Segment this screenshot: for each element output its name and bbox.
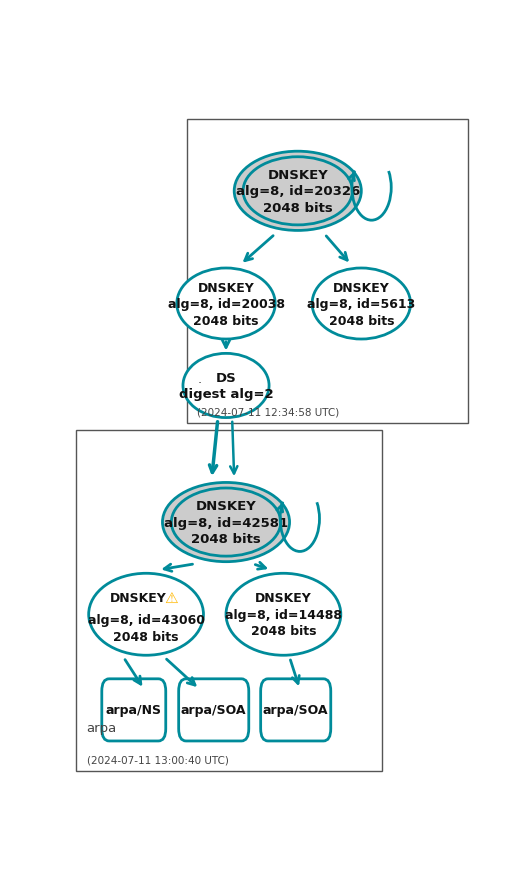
Ellipse shape: [312, 268, 411, 339]
Text: arpa/SOA: arpa/SOA: [181, 703, 247, 717]
Text: DNSKEY
alg=8, id=5613
2048 bits: DNSKEY alg=8, id=5613 2048 bits: [307, 281, 415, 327]
Text: (2024-07-11 13:00:40 UTC): (2024-07-11 13:00:40 UTC): [87, 755, 229, 765]
Ellipse shape: [183, 354, 269, 418]
Text: DNSKEY
alg=8, id=20038
2048 bits: DNSKEY alg=8, id=20038 2048 bits: [168, 281, 285, 327]
Ellipse shape: [234, 152, 361, 231]
FancyBboxPatch shape: [261, 679, 331, 741]
Text: ⚠: ⚠: [165, 590, 178, 605]
FancyBboxPatch shape: [187, 120, 468, 424]
FancyBboxPatch shape: [76, 431, 382, 772]
Text: (2024-07-11 12:34:58 UTC): (2024-07-11 12:34:58 UTC): [197, 407, 340, 416]
Text: DNSKEY
alg=8, id=20326
2048 bits: DNSKEY alg=8, id=20326 2048 bits: [235, 168, 360, 214]
Text: 2048 bits: 2048 bits: [113, 631, 179, 643]
Text: arpa: arpa: [87, 721, 117, 734]
Text: .: .: [197, 373, 202, 386]
Ellipse shape: [89, 573, 204, 656]
Text: DNSKEY: DNSKEY: [110, 591, 166, 604]
Text: arpa/NS: arpa/NS: [106, 703, 162, 717]
Text: DS
digest alg=2: DS digest alg=2: [179, 371, 273, 400]
Text: DNSKEY
alg=8, id=42581
2048 bits: DNSKEY alg=8, id=42581 2048 bits: [164, 500, 288, 546]
Text: arpa/SOA: arpa/SOA: [263, 703, 329, 717]
FancyBboxPatch shape: [179, 679, 249, 741]
Ellipse shape: [162, 483, 289, 562]
Ellipse shape: [177, 268, 275, 339]
Ellipse shape: [226, 573, 341, 656]
Text: alg=8, id=43060: alg=8, id=43060: [88, 613, 205, 626]
Text: DNSKEY
alg=8, id=14488
2048 bits: DNSKEY alg=8, id=14488 2048 bits: [225, 592, 342, 638]
FancyBboxPatch shape: [102, 679, 166, 741]
Ellipse shape: [243, 158, 352, 226]
Ellipse shape: [171, 488, 281, 556]
